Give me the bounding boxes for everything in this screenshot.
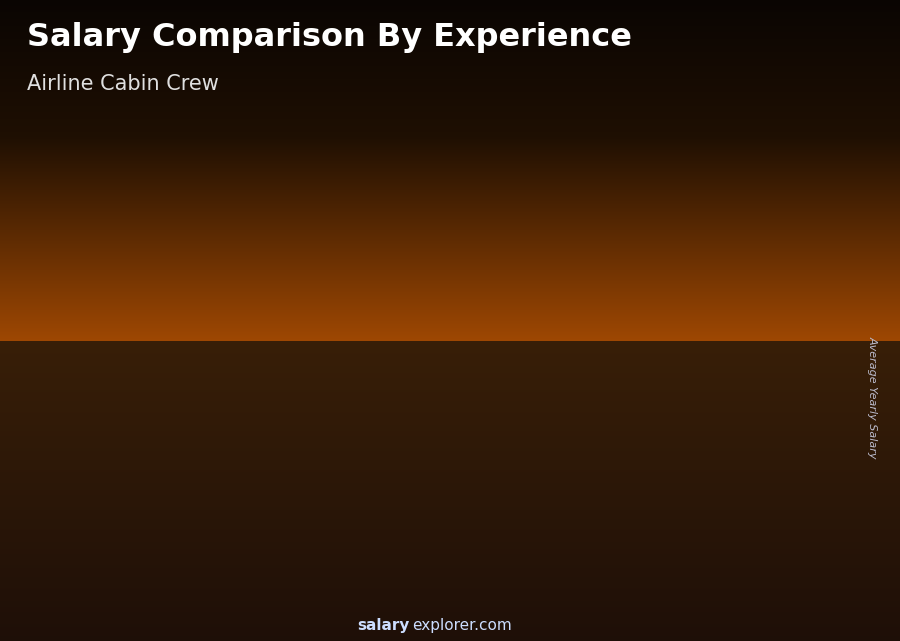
Text: Airline Cabin Crew: Airline Cabin Crew bbox=[27, 74, 219, 94]
Bar bbox=[331, 365, 336, 577]
Bar bbox=[276, 428, 281, 577]
Bar bbox=[463, 316, 539, 577]
Text: 97,200 USD: 97,200 USD bbox=[295, 345, 370, 359]
Text: +24%: +24% bbox=[404, 216, 454, 231]
Polygon shape bbox=[595, 297, 676, 305]
Bar bbox=[734, 31, 855, 36]
Bar bbox=[200, 424, 276, 577]
Bar bbox=[734, 41, 855, 46]
Text: salary: salary bbox=[357, 619, 410, 633]
Bar bbox=[68, 458, 144, 577]
Bar bbox=[734, 56, 855, 62]
Bar bbox=[734, 83, 855, 88]
FancyArrowPatch shape bbox=[516, 274, 621, 309]
Bar bbox=[734, 51, 855, 56]
Bar bbox=[734, 62, 855, 67]
Text: Average Yearly Salary: Average Yearly Salary bbox=[868, 336, 878, 459]
Bar bbox=[734, 72, 855, 78]
Bar bbox=[331, 365, 408, 577]
Bar bbox=[595, 297, 670, 577]
FancyArrowPatch shape bbox=[648, 255, 752, 290]
Bar bbox=[68, 458, 72, 577]
Bar bbox=[734, 36, 855, 41]
Bar bbox=[726, 279, 803, 577]
Bar bbox=[408, 372, 412, 577]
Text: 70,400 USD: 70,400 USD bbox=[164, 404, 238, 417]
Bar bbox=[734, 67, 855, 72]
Bar bbox=[803, 288, 807, 577]
Text: Salary Comparison By Experience: Salary Comparison By Experience bbox=[27, 22, 632, 53]
Text: +29%: +29% bbox=[140, 333, 190, 348]
Bar bbox=[734, 46, 855, 51]
Bar bbox=[734, 26, 855, 31]
Text: 129,000 USD: 129,000 USD bbox=[554, 277, 637, 290]
Polygon shape bbox=[331, 365, 412, 372]
Polygon shape bbox=[726, 279, 807, 288]
Bar bbox=[200, 424, 204, 577]
Bar bbox=[539, 324, 544, 577]
Bar bbox=[670, 305, 676, 577]
Bar bbox=[463, 316, 467, 577]
Polygon shape bbox=[463, 316, 544, 324]
FancyArrowPatch shape bbox=[252, 352, 357, 417]
Text: 137,000 USD: 137,000 USD bbox=[686, 259, 769, 272]
Polygon shape bbox=[68, 458, 148, 462]
Polygon shape bbox=[200, 424, 281, 428]
Bar bbox=[144, 462, 148, 577]
Bar bbox=[595, 297, 599, 577]
Text: +7%: +7% bbox=[541, 215, 580, 230]
Bar bbox=[734, 88, 855, 93]
Text: explorer.com: explorer.com bbox=[412, 619, 512, 633]
Text: +7%: +7% bbox=[672, 207, 711, 222]
Text: +38%: +38% bbox=[273, 271, 321, 285]
Bar bbox=[734, 26, 782, 56]
Bar bbox=[734, 78, 855, 83]
Bar bbox=[726, 279, 731, 577]
Text: 120,000 USD: 120,000 USD bbox=[423, 296, 506, 309]
FancyArrowPatch shape bbox=[121, 406, 226, 451]
Text: 54,800 USD: 54,800 USD bbox=[32, 438, 106, 451]
FancyArrowPatch shape bbox=[383, 302, 489, 358]
